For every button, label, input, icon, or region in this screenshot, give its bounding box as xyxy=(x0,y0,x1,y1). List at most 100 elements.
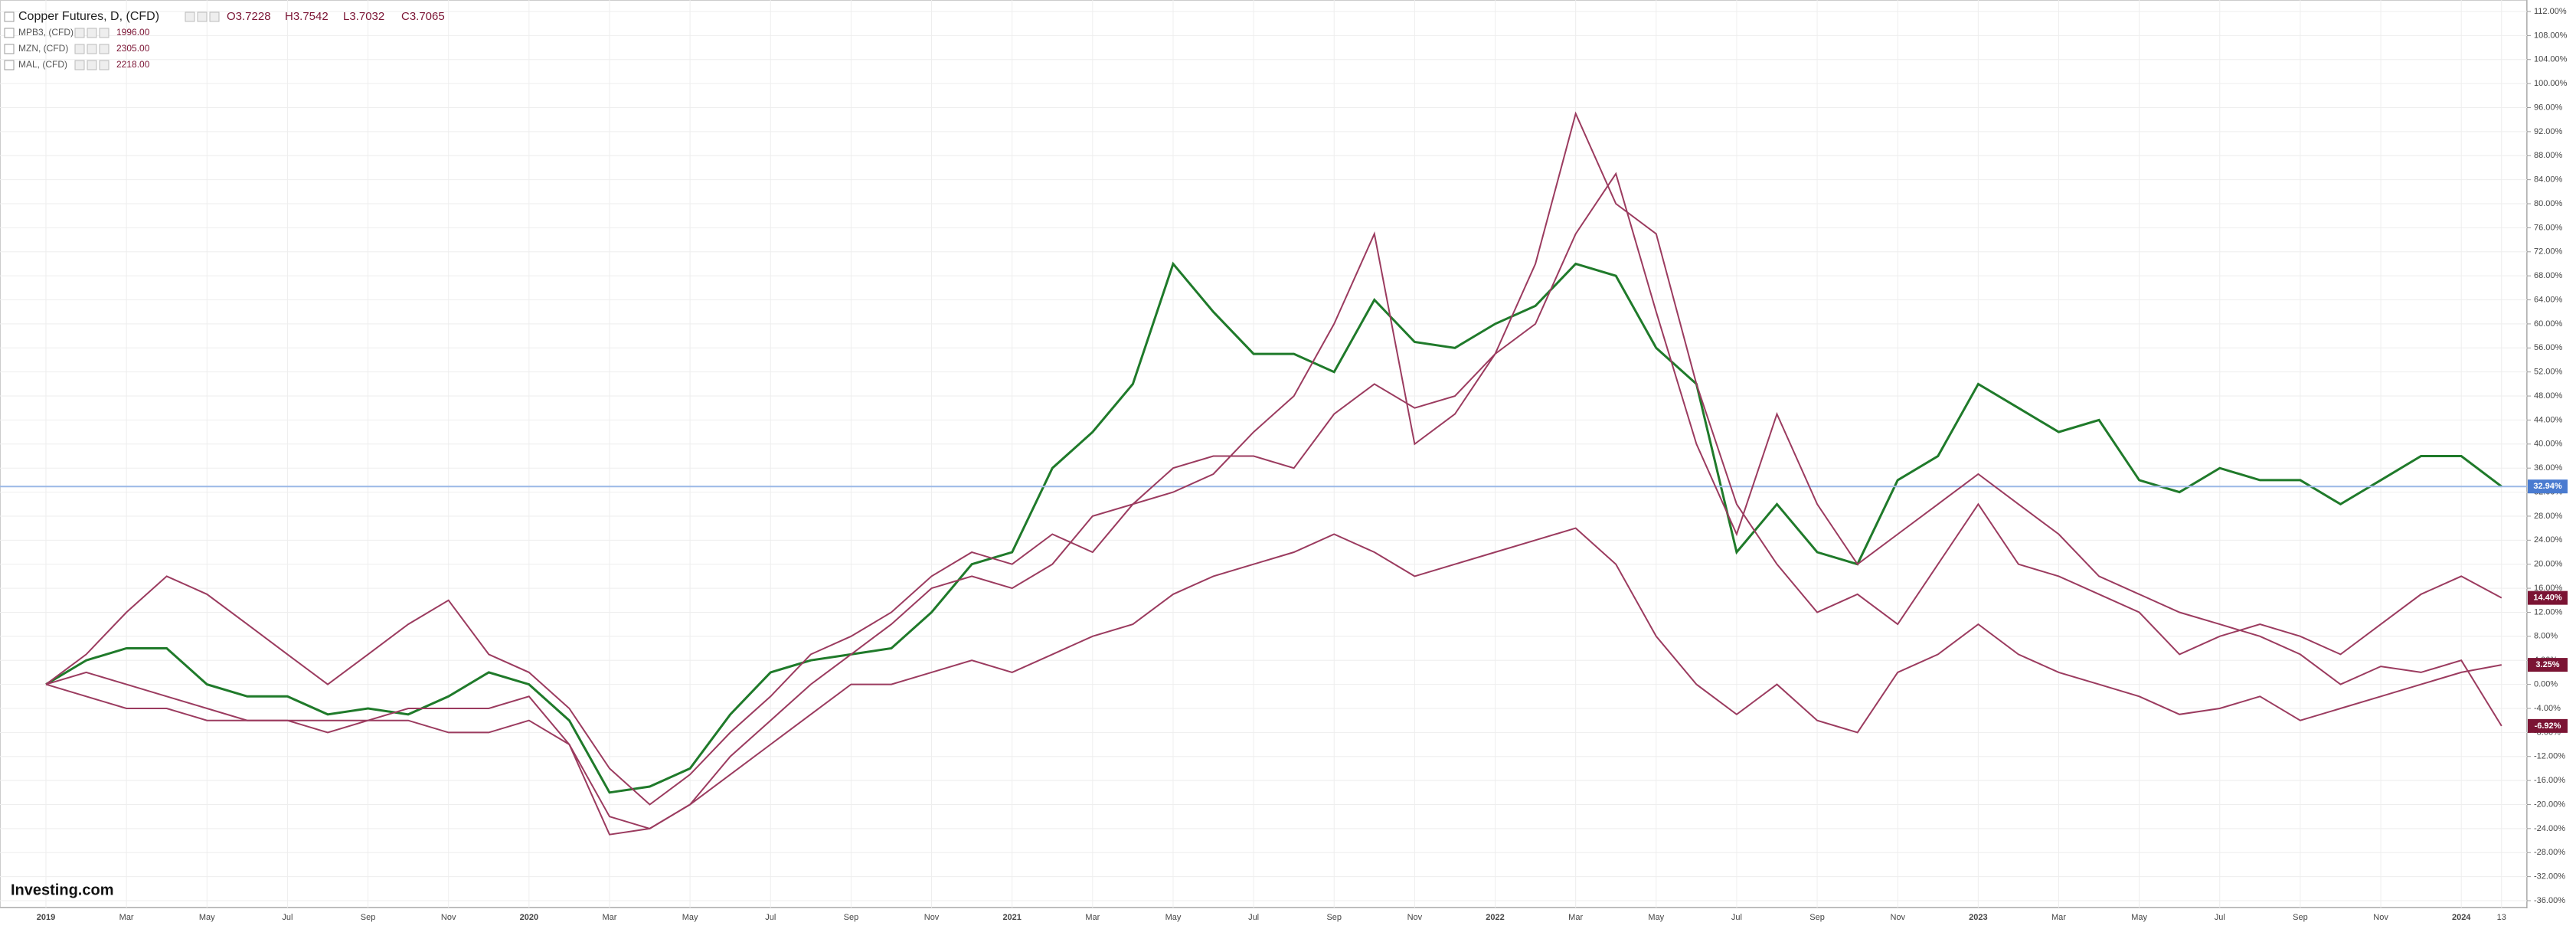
x-tick-label: Jul xyxy=(2215,913,2225,922)
legend-toggle xyxy=(4,44,15,54)
legend-button xyxy=(99,44,110,54)
y-tick-label: -16.00% xyxy=(2534,776,2565,785)
x-tick-label: 2023 xyxy=(1969,913,1987,922)
legend-button xyxy=(74,60,85,70)
x-tick-label: Jul xyxy=(282,913,293,922)
ohlc-value: H3.7542 xyxy=(285,10,329,23)
value-label: 3.25% xyxy=(2535,660,2559,669)
y-tick-label: 20.00% xyxy=(2534,560,2563,569)
ohlc-value: C3.7065 xyxy=(401,10,445,23)
y-tick-label: 12.00% xyxy=(2534,607,2563,617)
y-tick-label: 112.00% xyxy=(2534,7,2567,16)
series-line xyxy=(45,527,2502,829)
x-tick-label: Nov xyxy=(441,913,456,922)
y-tick-label: 96.00% xyxy=(2534,103,2563,112)
legend-name: Copper Futures, D, (CFD) xyxy=(18,10,159,23)
x-tick-label: Nov xyxy=(1890,913,1905,922)
legend-button xyxy=(99,60,110,70)
y-tick-label: 8.00% xyxy=(2534,632,2558,641)
y-tick-label: 80.00% xyxy=(2534,199,2563,208)
x-tick-label: 2022 xyxy=(1486,913,1504,922)
value-label: -6.92% xyxy=(2535,721,2561,731)
legend-button xyxy=(197,11,208,22)
y-tick-label: 100.00% xyxy=(2534,79,2568,88)
y-tick-label: 52.00% xyxy=(2534,368,2563,377)
y-tick-label: 92.00% xyxy=(2534,127,2563,136)
x-tick-label: Mar xyxy=(119,913,134,922)
y-tick-label: 16.00% xyxy=(2534,584,2563,593)
value-badge xyxy=(2528,590,2568,605)
x-tick-label: Jul xyxy=(1731,913,1742,922)
legend-button xyxy=(74,28,85,38)
y-tick-label: 24.00% xyxy=(2534,535,2563,545)
x-tick-label: Sep xyxy=(1326,913,1342,922)
y-tick-label: 76.00% xyxy=(2534,223,2563,232)
x-tick-label: 13 xyxy=(2497,913,2506,922)
x-tick-label: Jul xyxy=(765,913,776,922)
ohlc-value: L3.7032 xyxy=(343,10,384,23)
x-tick-label: 2024 xyxy=(2452,913,2471,922)
x-tick-label: 2020 xyxy=(520,913,538,922)
x-tick-label: Sep xyxy=(361,913,376,922)
value-label: 32.94% xyxy=(2533,482,2562,491)
logo: Investing.com xyxy=(11,882,113,898)
x-tick-label: 2019 xyxy=(37,913,55,922)
x-tick-label: May xyxy=(2131,913,2147,922)
x-tick-label: 2021 xyxy=(1002,913,1021,922)
x-tick-label: Nov xyxy=(2373,913,2388,922)
axis-labels: 112.00% 108.00% 104.00% 100.00% 96.00% 92.00%… xyxy=(37,7,2568,922)
y-tick-label: -36.00% xyxy=(2534,896,2565,905)
legend-name: MPB3, (CFD) xyxy=(18,27,74,38)
legend-value: 2305.00 xyxy=(116,43,150,54)
x-tick-label: Mar xyxy=(1085,913,1100,922)
x-tick-label: Nov xyxy=(924,913,940,922)
legend-button xyxy=(87,44,97,54)
x-tick-label: May xyxy=(199,913,215,922)
legend-value: 2218.00 xyxy=(116,59,150,70)
plot-frame xyxy=(0,0,2527,908)
x-tick-label: May xyxy=(1165,913,1182,922)
legend-name: MAL, (CFD) xyxy=(18,59,67,70)
y-tick-label: -32.00% xyxy=(2534,872,2565,882)
grid xyxy=(0,0,2527,908)
y-tick-label: 104.00% xyxy=(2534,55,2568,64)
legend-value: 1996.00 xyxy=(116,27,150,38)
y-tick-label: 48.00% xyxy=(2534,391,2563,401)
series-line xyxy=(45,261,2502,794)
x-tick-label: Mar xyxy=(1568,913,1583,922)
y-tick-label: 68.00% xyxy=(2534,271,2563,280)
y-tick-label: -24.00% xyxy=(2534,824,2565,833)
y-tick-label: 56.00% xyxy=(2534,343,2563,352)
y-tick-label: 84.00% xyxy=(2534,175,2563,185)
y-tick-label: 64.00% xyxy=(2534,295,2563,304)
y-tick-label: 44.00% xyxy=(2534,415,2563,424)
x-tick-label: Jul xyxy=(1248,913,1259,922)
legend-toggle xyxy=(4,11,15,22)
value-badge xyxy=(2528,718,2568,733)
y-tick-label: 60.00% xyxy=(2534,319,2563,329)
series-lines xyxy=(0,111,2527,836)
y-tick-label: 72.00% xyxy=(2534,247,2563,257)
x-tick-label: Nov xyxy=(1407,913,1423,922)
y-tick-label: 36.00% xyxy=(2534,463,2563,473)
legend-toggle xyxy=(4,60,15,70)
value-label: 14.40% xyxy=(2533,594,2562,603)
value-badge xyxy=(2528,479,2568,494)
legend-button xyxy=(74,44,85,54)
y-tick-label: -12.00% xyxy=(2534,752,2565,761)
y-tick-label: -28.00% xyxy=(2534,848,2565,857)
x-tick-label: Sep xyxy=(2293,913,2308,922)
legend-button xyxy=(87,28,97,38)
legend-toggle xyxy=(4,28,15,38)
x-tick-label: May xyxy=(1648,913,1664,922)
y-tick-label: -4.00% xyxy=(2534,704,2561,713)
y-tick-label: 0.00% xyxy=(2534,680,2558,689)
legend-button xyxy=(99,28,110,38)
legend-button xyxy=(87,60,97,70)
x-tick-label: Sep xyxy=(844,913,859,922)
y-tick-label: -20.00% xyxy=(2534,800,2565,809)
series-line xyxy=(45,111,2502,806)
legend-name: MZN, (CFD) xyxy=(18,43,68,54)
